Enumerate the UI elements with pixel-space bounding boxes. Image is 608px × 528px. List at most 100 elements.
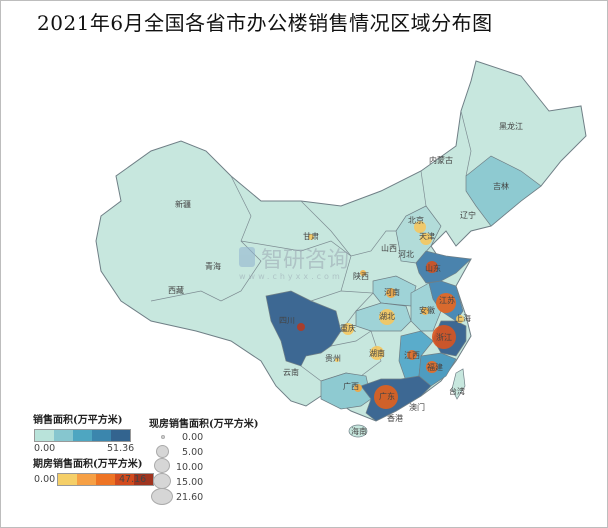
legend-presale-min: 0.00 bbox=[34, 474, 56, 485]
legend-presale-title: 期房销售面积(万平方米) bbox=[33, 459, 143, 470]
province-label: 青海 bbox=[205, 261, 221, 271]
presale-bubble bbox=[342, 323, 354, 335]
province-label: 贵州 bbox=[325, 353, 341, 363]
legend-sales-ramp bbox=[34, 429, 131, 442]
province-label: 浙江 bbox=[436, 332, 452, 342]
legend-swatch bbox=[77, 474, 96, 485]
legend-spot-bubble bbox=[151, 488, 173, 505]
province-label: 甘肃 bbox=[303, 231, 319, 241]
province-label: 广西 bbox=[343, 381, 359, 391]
province-label: 河南 bbox=[384, 287, 400, 297]
province-region[interactable] bbox=[465, 155, 542, 227]
legend-spot-bubble bbox=[161, 435, 165, 439]
province-label: 陕西 bbox=[353, 271, 369, 281]
province-label: 澳门 bbox=[409, 402, 425, 412]
legend-swatch bbox=[111, 430, 130, 441]
province-label: 吉林 bbox=[493, 181, 509, 191]
presale-bubble bbox=[308, 234, 314, 240]
legend-swatch bbox=[35, 430, 54, 441]
presale-bubble bbox=[379, 309, 395, 325]
presale-bubble bbox=[370, 346, 384, 360]
legend-sales-min: 0.00 bbox=[34, 443, 56, 454]
province-label: 黑龙江 bbox=[499, 121, 523, 131]
province-border bbox=[300, 200, 396, 257]
legend-swatch bbox=[115, 474, 134, 485]
province-region[interactable] bbox=[320, 372, 372, 410]
province-label: 山东 bbox=[425, 263, 441, 273]
province-region[interactable] bbox=[395, 205, 442, 264]
province-label: 河北 bbox=[398, 249, 414, 259]
presale-bubble bbox=[426, 261, 438, 273]
province-border bbox=[460, 110, 472, 177]
presale-bubble bbox=[360, 270, 366, 276]
province-label: 台湾 bbox=[449, 386, 465, 396]
province-label: 香港 bbox=[387, 413, 403, 423]
watermark-url: www.chyxx.com bbox=[239, 272, 343, 281]
province-label: 西藏 bbox=[168, 285, 184, 295]
legend-spot-size: 5.00 bbox=[182, 447, 204, 458]
watermark-logo-icon bbox=[239, 247, 255, 267]
legend-spot-size: 0.00 bbox=[182, 432, 204, 443]
legend-swatch bbox=[92, 430, 111, 441]
province-label: 新疆 bbox=[175, 199, 191, 209]
province-label: 湖北 bbox=[379, 312, 395, 321]
province-border bbox=[420, 170, 427, 207]
province-label: 天津 bbox=[419, 231, 435, 241]
presale-bubble bbox=[297, 323, 305, 331]
china-outline bbox=[95, 60, 587, 422]
watermark-brand: 智研咨询 bbox=[261, 248, 349, 273]
legend-spot-size: 15.00 bbox=[176, 477, 204, 488]
province-label: 福建 bbox=[427, 362, 443, 372]
province-label: 辽宁 bbox=[460, 210, 476, 220]
legend-swatch bbox=[134, 474, 153, 485]
presale-bubble bbox=[436, 293, 456, 313]
province-label: 江西 bbox=[404, 351, 420, 360]
presale-bubble bbox=[421, 307, 429, 315]
presale-bubble bbox=[374, 385, 398, 409]
legend-swatch bbox=[96, 474, 115, 485]
presale-bubble bbox=[432, 325, 456, 349]
legend-presale-max: 47.16 bbox=[119, 474, 147, 485]
watermark: 智研咨询 www.chyxx.com bbox=[239, 247, 349, 281]
province-label: 湖南 bbox=[369, 348, 385, 358]
presale-bubble bbox=[407, 350, 417, 360]
province-label: 北京 bbox=[408, 215, 424, 225]
province-region[interactable] bbox=[451, 368, 466, 400]
province-border bbox=[240, 240, 352, 302]
legend-sales-title: 销售面积(万平方米) bbox=[33, 415, 123, 426]
presale-bubble bbox=[456, 315, 464, 323]
legend-swatch bbox=[73, 430, 92, 441]
province-label: 内蒙古 bbox=[429, 155, 453, 165]
legend-swatch bbox=[54, 430, 73, 441]
province-label: 安徽 bbox=[419, 305, 435, 315]
presale-bubble bbox=[414, 221, 426, 233]
legend-spot-title: 现房销售面积(万平方米) bbox=[149, 419, 259, 430]
province-label: 上海 bbox=[455, 313, 471, 323]
legend-spot-size: 10.00 bbox=[176, 462, 204, 473]
presale-bubble bbox=[420, 233, 432, 245]
province-label: 山西 bbox=[381, 243, 397, 253]
presale-bubble bbox=[386, 288, 396, 298]
legend-spot-bubble bbox=[156, 445, 169, 458]
page-title: 2021年6月全国各省市办公楼销售情况区域分布图 bbox=[37, 11, 493, 35]
legend-spot-bubble bbox=[154, 458, 170, 473]
legend-sales-max: 51.36 bbox=[107, 443, 135, 454]
presale-bubble bbox=[354, 384, 362, 392]
province-label: 江苏 bbox=[439, 295, 455, 305]
presale-bubble bbox=[335, 358, 339, 362]
province-label: 海南 bbox=[351, 426, 367, 436]
province-label: 广东 bbox=[379, 391, 395, 401]
legend-spot-bubble bbox=[153, 473, 171, 489]
province-region[interactable] bbox=[415, 250, 472, 284]
province-border bbox=[340, 290, 374, 332]
province-region[interactable] bbox=[348, 424, 368, 438]
legend-swatch bbox=[58, 474, 77, 485]
presale-bubble bbox=[426, 361, 438, 373]
province-border bbox=[150, 175, 262, 302]
province-label: 四川 bbox=[279, 316, 295, 325]
legend-spot-size: 21.60 bbox=[176, 492, 204, 503]
province-label: 云南 bbox=[283, 367, 299, 377]
province-label: 重庆 bbox=[340, 323, 356, 333]
